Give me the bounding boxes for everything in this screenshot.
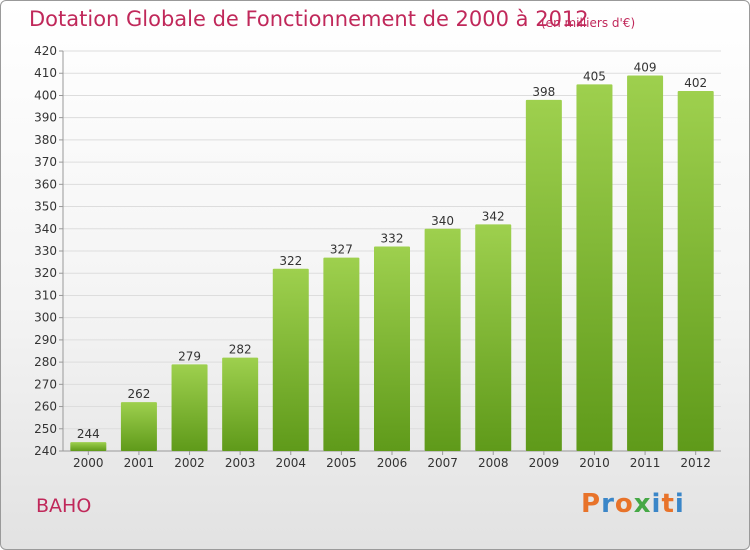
- y-tick-label: 310: [34, 288, 57, 302]
- logo-letter: o: [614, 489, 634, 519]
- chart-title: Dotation Globale de Fonctionnement de 20…: [29, 7, 589, 31]
- x-tick-label: 2001: [124, 456, 155, 470]
- y-tick-label: 280: [34, 355, 57, 369]
- bar: [120, 402, 157, 451]
- y-tick-label: 370: [34, 155, 57, 169]
- data-label: 244: [77, 427, 100, 441]
- data-label: 262: [127, 387, 150, 401]
- y-tick-label: 240: [34, 444, 57, 458]
- bar: [70, 442, 107, 451]
- data-label: 402: [684, 76, 707, 90]
- proxiti-logo: Proxiti: [581, 489, 685, 519]
- bar: [475, 224, 512, 451]
- logo-letter: P: [581, 489, 602, 519]
- y-tick-label: 330: [34, 244, 57, 258]
- y-tick-label: 340: [34, 222, 57, 236]
- logo-letter: r: [601, 489, 615, 519]
- logo-letter: x: [633, 489, 652, 519]
- logo-letter: i: [651, 489, 662, 519]
- x-tick-label: 2004: [275, 456, 306, 470]
- bar: [576, 84, 613, 451]
- data-label: 398: [532, 85, 555, 99]
- bar: [677, 91, 714, 451]
- x-tick-label: 2006: [377, 456, 408, 470]
- bar: [272, 268, 309, 451]
- commune-name: BAHO: [36, 495, 92, 517]
- data-labels: 244 262 279 282 322 327 332 340 342 398 405 409 402: [77, 60, 707, 441]
- logo-letter: t: [661, 489, 675, 519]
- y-tick-label: 350: [34, 200, 57, 214]
- data-label: 405: [583, 69, 606, 83]
- y-tick-label: 400: [34, 88, 57, 102]
- x-tick-label: 2008: [478, 456, 509, 470]
- y-tick-label: 420: [34, 44, 57, 58]
- bar: [374, 246, 410, 451]
- logo-letter: i: [674, 489, 685, 519]
- bar: [222, 357, 259, 451]
- data-label: 342: [482, 209, 505, 223]
- y-tick-label: 290: [34, 333, 57, 347]
- data-label: 332: [381, 232, 404, 246]
- y-tick-label: 380: [34, 133, 57, 147]
- y-tick-label: 360: [34, 177, 57, 191]
- data-label: 327: [330, 243, 353, 257]
- bar: [627, 75, 664, 451]
- y-tick-label: 320: [34, 266, 57, 280]
- x-tick-label: 2007: [427, 456, 458, 470]
- y-tick-label: 390: [34, 111, 57, 125]
- tick-labels: 240 250 260 270 280 290 300 310 320 330 340 350 360 3…: [34, 44, 711, 470]
- data-label: 322: [279, 254, 302, 268]
- x-tick-label: 2011: [630, 456, 661, 470]
- y-tick-label: 410: [34, 66, 57, 80]
- bar: [525, 99, 562, 451]
- bars: [70, 75, 714, 451]
- x-tick-label: 2012: [680, 456, 711, 470]
- data-label: 279: [178, 349, 201, 363]
- x-tick-label: 2009: [529, 456, 560, 470]
- data-label: 282: [229, 343, 252, 357]
- bar: [323, 257, 360, 451]
- x-tick-label: 2003: [225, 456, 256, 470]
- x-tick-label: 2005: [326, 456, 357, 470]
- y-tick-label: 300: [34, 311, 57, 325]
- y-tick-label: 260: [34, 400, 57, 414]
- x-tick-label: 2000: [73, 456, 104, 470]
- x-tick-label: 2002: [174, 456, 205, 470]
- y-tick-label: 270: [34, 377, 57, 391]
- data-label: 409: [634, 60, 657, 74]
- x-tick-label: 2010: [579, 456, 610, 470]
- bar: [424, 228, 461, 451]
- y-tick-label: 250: [34, 422, 57, 436]
- chart-unit-subtitle: (en milliers d'€): [541, 16, 636, 30]
- data-label: 340: [431, 214, 454, 228]
- bar: [171, 364, 208, 451]
